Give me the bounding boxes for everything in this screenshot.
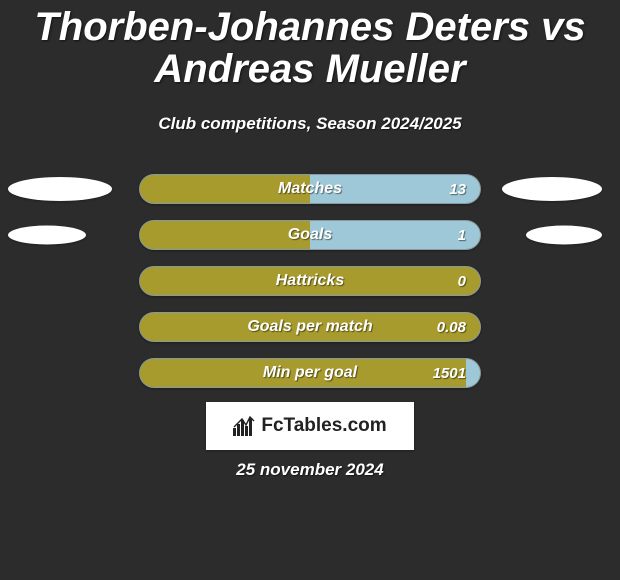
stat-value-right: 1501 (433, 359, 466, 387)
stat-value-right: 1 (458, 221, 466, 249)
logo-text: FcTables.com (261, 415, 386, 437)
stat-rows: Matches13 Goals1 Hattricks0 Goals per match… (0, 166, 620, 396)
stat-label: Min per goal (140, 359, 480, 387)
stat-bar: Matches13 (139, 174, 481, 204)
left-value-ellipse (8, 226, 86, 245)
stat-bar: Min per goal1501 (139, 358, 481, 388)
stat-row: Goals per match0.08 (0, 304, 620, 350)
stat-row: Hattricks0 (0, 258, 620, 304)
stat-row: Goals1 (0, 212, 620, 258)
stat-row: Matches13 (0, 166, 620, 212)
stat-label: Matches (140, 175, 480, 203)
stat-label: Goals per match (140, 313, 480, 341)
logo-box: FcTables.com (206, 402, 414, 450)
stat-label: Hattricks (140, 267, 480, 295)
comparison-chart: Thorben-Johannes Deters vs Andreas Muell… (0, 0, 620, 580)
bar-chart-icon (233, 416, 255, 436)
stat-value-right: 0.08 (437, 313, 466, 341)
page-title: Thorben-Johannes Deters vs Andreas Muell… (0, 0, 620, 90)
stat-label: Goals (140, 221, 480, 249)
left-value-ellipse (8, 177, 112, 201)
stat-value-right: 13 (449, 175, 466, 203)
stat-value-right: 0 (458, 267, 466, 295)
stat-bar: Goals1 (139, 220, 481, 250)
subtitle: Club competitions, Season 2024/2025 (0, 114, 620, 134)
stat-row: Min per goal1501 (0, 350, 620, 396)
stat-bar: Goals per match0.08 (139, 312, 481, 342)
stat-bar: Hattricks0 (139, 266, 481, 296)
date-text: 25 november 2024 (0, 460, 620, 480)
right-value-ellipse (526, 226, 602, 245)
right-value-ellipse (502, 177, 602, 201)
